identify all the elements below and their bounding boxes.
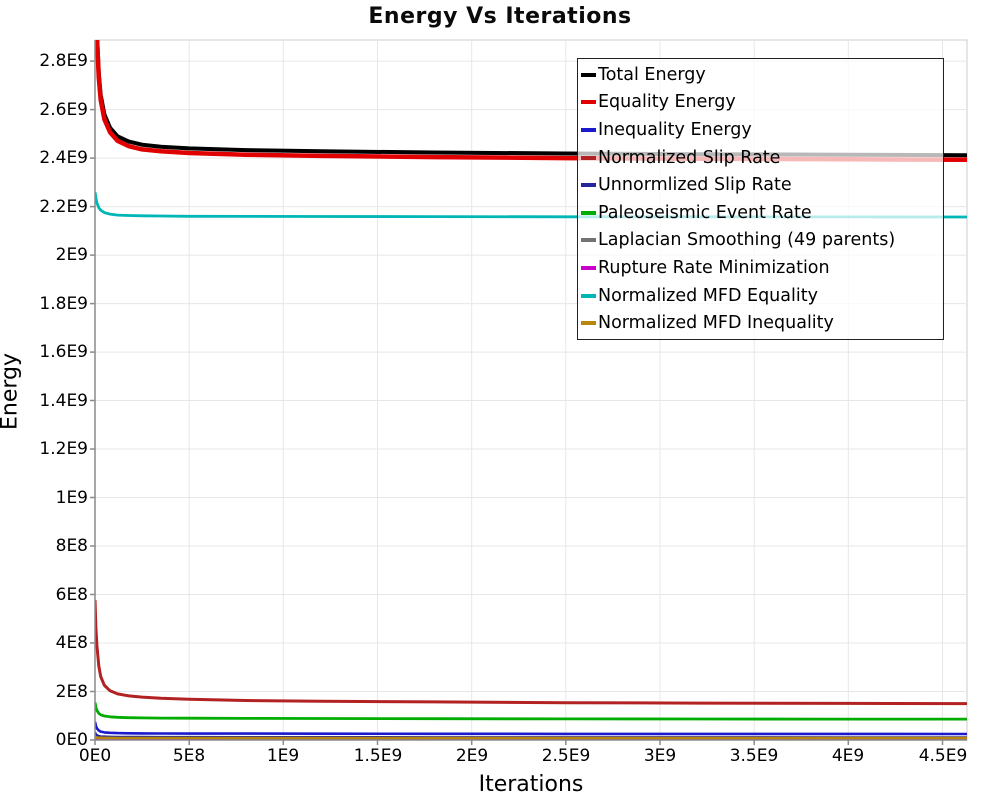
legend-swatch-icon xyxy=(581,321,596,326)
x-tick-label: 3.5E9 xyxy=(729,746,779,766)
x-tick-label: 0E0 xyxy=(78,746,112,766)
x-tick-label: 2.5E9 xyxy=(541,746,591,766)
y-tick-label: 2.8E9 xyxy=(39,51,88,71)
y-tick-label: 2.4E9 xyxy=(39,148,88,168)
x-axis-title: Iterations xyxy=(478,772,584,797)
y-tick-label: 2.2E9 xyxy=(39,197,88,217)
x-tick-label: 4.5E9 xyxy=(918,746,968,766)
legend-item-label: Laplacian Smoothing (49 parents) xyxy=(598,230,896,251)
y-tick-label: 1.2E9 xyxy=(39,439,88,459)
series-line-paleoseismic-event-rate xyxy=(95,702,967,721)
legend-swatch-icon xyxy=(581,238,596,243)
y-tick-label: 8E8 xyxy=(55,536,88,556)
legend-item: Total Energy xyxy=(581,61,943,89)
legend-item: Normalized MFD Inequality xyxy=(581,309,943,337)
legend-item: Paleoseismic Event Rate xyxy=(581,199,943,227)
y-tick-label: 2E9 xyxy=(55,245,88,265)
legend-item-label: Inequality Energy xyxy=(598,119,752,140)
series-line-normalized-mfd-equality xyxy=(95,191,967,219)
y-axis-title: Energy xyxy=(0,352,23,431)
legend-item: Normalized MFD Equality xyxy=(581,282,943,310)
x-tick-label: 2E9 xyxy=(455,746,489,766)
legend-item-label: Rupture Rate Minimization xyxy=(598,257,830,278)
series-line-equality-energy xyxy=(95,40,967,163)
y-tick-label: 0E0 xyxy=(55,730,88,750)
legend-swatch-icon xyxy=(581,127,596,132)
x-tick-label: 4E9 xyxy=(831,746,865,766)
y-tick-label: 1.6E9 xyxy=(39,342,88,362)
series-line-normalized-mfd-inequality xyxy=(95,735,967,740)
legend-item: Rupture Rate Minimization xyxy=(581,254,943,282)
y-tick-label: 4E8 xyxy=(55,633,88,653)
y-tick-label: 1E9 xyxy=(55,488,88,508)
legend-swatch-icon xyxy=(581,100,596,105)
y-tick-label: 2.6E9 xyxy=(39,100,88,120)
series-line-inequality-energy xyxy=(95,721,967,736)
legend-item-label: Normalized MFD Inequality xyxy=(598,313,834,334)
legend-item: Equality Energy xyxy=(581,89,943,117)
legend-item-label: Paleoseismic Event Rate xyxy=(598,202,812,223)
legend-swatch-icon xyxy=(581,210,596,215)
chart-title: Energy Vs Iterations xyxy=(368,4,632,29)
legend-item-label: Total Energy xyxy=(598,64,706,85)
x-tick-label: 5E8 xyxy=(172,746,206,766)
legend-item: Laplacian Smoothing (49 parents) xyxy=(581,227,943,255)
legend-item: Inequality Energy xyxy=(581,116,943,144)
legend-swatch-icon xyxy=(581,72,596,77)
y-tick-label: 6E8 xyxy=(55,585,88,605)
y-tick-label: 1.8E9 xyxy=(39,294,88,314)
legend-item-label: Normalized Slip Rate xyxy=(598,147,781,168)
legend-item-label: Normalized MFD Equality xyxy=(598,285,818,306)
series-line-normalized-slip-rate xyxy=(95,599,967,706)
legend-item-label: Unnormlized Slip Rate xyxy=(598,175,792,196)
legend-item-label: Equality Energy xyxy=(598,92,736,113)
legend-item: Normalized Slip Rate xyxy=(581,144,943,172)
legend-item: Unnormlized Slip Rate xyxy=(581,171,943,199)
legend-swatch-icon xyxy=(581,183,596,188)
legend: Total Energy Equality Energy Inequality En… xyxy=(577,58,944,340)
y-tick-label: 2E8 xyxy=(55,682,88,702)
legend-swatch-icon xyxy=(581,265,596,270)
legend-swatch-icon xyxy=(581,293,596,298)
x-tick-label: 1.5E9 xyxy=(353,746,403,766)
x-tick-label: 3E9 xyxy=(643,746,677,766)
legend-swatch-icon xyxy=(581,155,596,160)
x-tick-label: 1E9 xyxy=(266,746,300,766)
y-tick-label: 1.4E9 xyxy=(39,391,88,411)
